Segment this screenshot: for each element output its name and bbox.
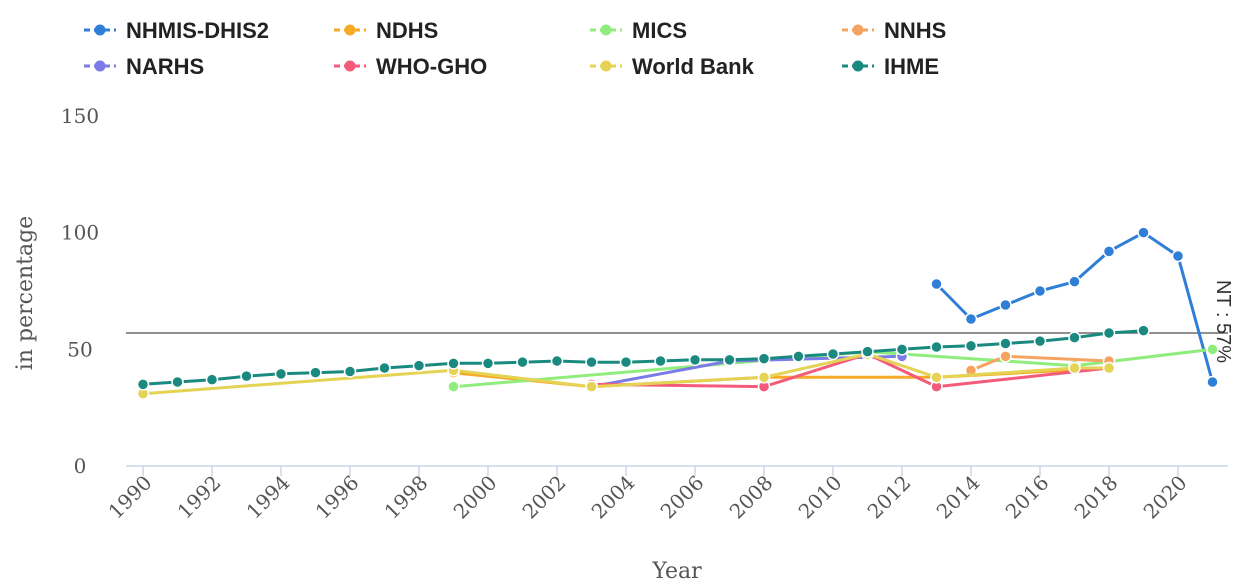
legend: NHMIS-DHIS2 NDHS MICS NNHS NARHS WHO-GHO World… [84, 18, 946, 79]
y-axis-title: in percentage [13, 216, 38, 370]
legend-item: NHMIS-DHIS2 [84, 18, 269, 43]
data-point [1207, 344, 1218, 355]
data-point [621, 357, 632, 368]
x-tick-label: 1990 [104, 471, 157, 524]
target-line-group: NT : 57% [126, 280, 1234, 363]
data-point [1035, 286, 1046, 297]
data-point [1207, 377, 1218, 388]
y-tick-label: 150 [61, 104, 99, 128]
x-tick-label: 2012 [863, 471, 916, 524]
data-point [414, 360, 425, 371]
legend-item: NNHS [842, 18, 946, 43]
legend-item: MICS [590, 18, 687, 43]
data-point [1104, 363, 1115, 374]
data-point [1035, 336, 1046, 347]
data-point [1173, 251, 1184, 262]
legend-symbol-marker [95, 25, 106, 36]
x-tick-label: 2006 [656, 471, 709, 524]
x-tick-label: 2010 [794, 471, 847, 524]
legend-label: World Bank [632, 54, 755, 79]
data-point [862, 346, 873, 357]
legend-symbol-marker [345, 25, 356, 36]
y-axis: 0 50 100 150 [61, 104, 99, 478]
x-tick-label: 2018 [1070, 471, 1123, 524]
legend-item: IHME [842, 54, 939, 79]
data-point [517, 357, 528, 368]
data-point [1104, 246, 1115, 257]
data-point [931, 372, 942, 383]
x-tick-label: 1992 [173, 471, 226, 524]
y-tick-label: 50 [67, 337, 92, 361]
data-point [1069, 332, 1080, 343]
data-point [966, 340, 977, 351]
x-tick-label: 2016 [1001, 471, 1054, 524]
x-tick-label: 2004 [587, 471, 640, 524]
data-point [1069, 276, 1080, 287]
data-point [828, 349, 839, 360]
data-point [759, 372, 770, 383]
legend-symbol-marker [853, 25, 864, 36]
legend-symbol-marker [853, 61, 864, 72]
x-tick-label: 1994 [242, 471, 295, 524]
data-point [276, 368, 287, 379]
data-point [138, 379, 149, 390]
data-point [207, 374, 218, 385]
legend-symbol-marker [345, 61, 356, 72]
data-point [345, 366, 356, 377]
data-point [448, 381, 459, 392]
legend-label: IHME [884, 54, 939, 79]
data-point [931, 279, 942, 290]
legend-label: NARHS [126, 54, 204, 79]
x-tick-label: 1998 [380, 471, 433, 524]
data-point [379, 363, 390, 374]
data-point [1000, 351, 1011, 362]
legend-item: WHO-GHO [334, 54, 487, 79]
data-point [241, 371, 252, 382]
data-point [655, 356, 666, 367]
y-tick-label: 100 [61, 221, 99, 245]
legend-item: NDHS [334, 18, 438, 43]
data-point [931, 342, 942, 353]
legend-label: NDHS [376, 18, 438, 43]
legend-symbol-marker [95, 61, 106, 72]
data-point [552, 356, 563, 367]
legend-label: MICS [632, 18, 687, 43]
data-point [1000, 338, 1011, 349]
data-point [310, 367, 321, 378]
data-point [793, 351, 804, 362]
legend-label: WHO-GHO [376, 54, 487, 79]
data-point [1000, 300, 1011, 311]
data-point [1104, 328, 1115, 339]
x-tick-label: 2008 [725, 471, 778, 524]
legend-symbol-marker [601, 25, 612, 36]
data-point [483, 358, 494, 369]
data-point [724, 354, 735, 365]
legend-item: NARHS [84, 54, 204, 79]
x-tick-label: 2020 [1139, 471, 1192, 524]
legend-label: NHMIS-DHIS2 [126, 18, 269, 43]
data-point [966, 314, 977, 325]
data-point [448, 358, 459, 369]
x-axis: 1990 1992 1994 1996 1998 2000 2002 2004 2006 2008… [104, 466, 1228, 524]
x-tick-label: 2014 [932, 471, 985, 524]
x-axis-title: Year [651, 559, 702, 584]
data-point [172, 377, 183, 388]
series-layer [138, 227, 1219, 399]
legend-symbol-marker [601, 61, 612, 72]
data-point [586, 381, 597, 392]
data-point [897, 344, 908, 355]
legend-item: World Bank [590, 54, 755, 79]
data-point [1069, 363, 1080, 374]
data-point [759, 353, 770, 364]
data-point [586, 357, 597, 368]
data-point [1138, 325, 1149, 336]
x-tick-label: 1996 [311, 471, 364, 524]
legend-label: NNHS [884, 18, 946, 43]
data-point [690, 354, 701, 365]
x-tick-label: 2000 [449, 471, 502, 524]
y-tick-label: 0 [74, 454, 87, 478]
x-tick-label: 2002 [518, 471, 571, 524]
data-point [1138, 227, 1149, 238]
